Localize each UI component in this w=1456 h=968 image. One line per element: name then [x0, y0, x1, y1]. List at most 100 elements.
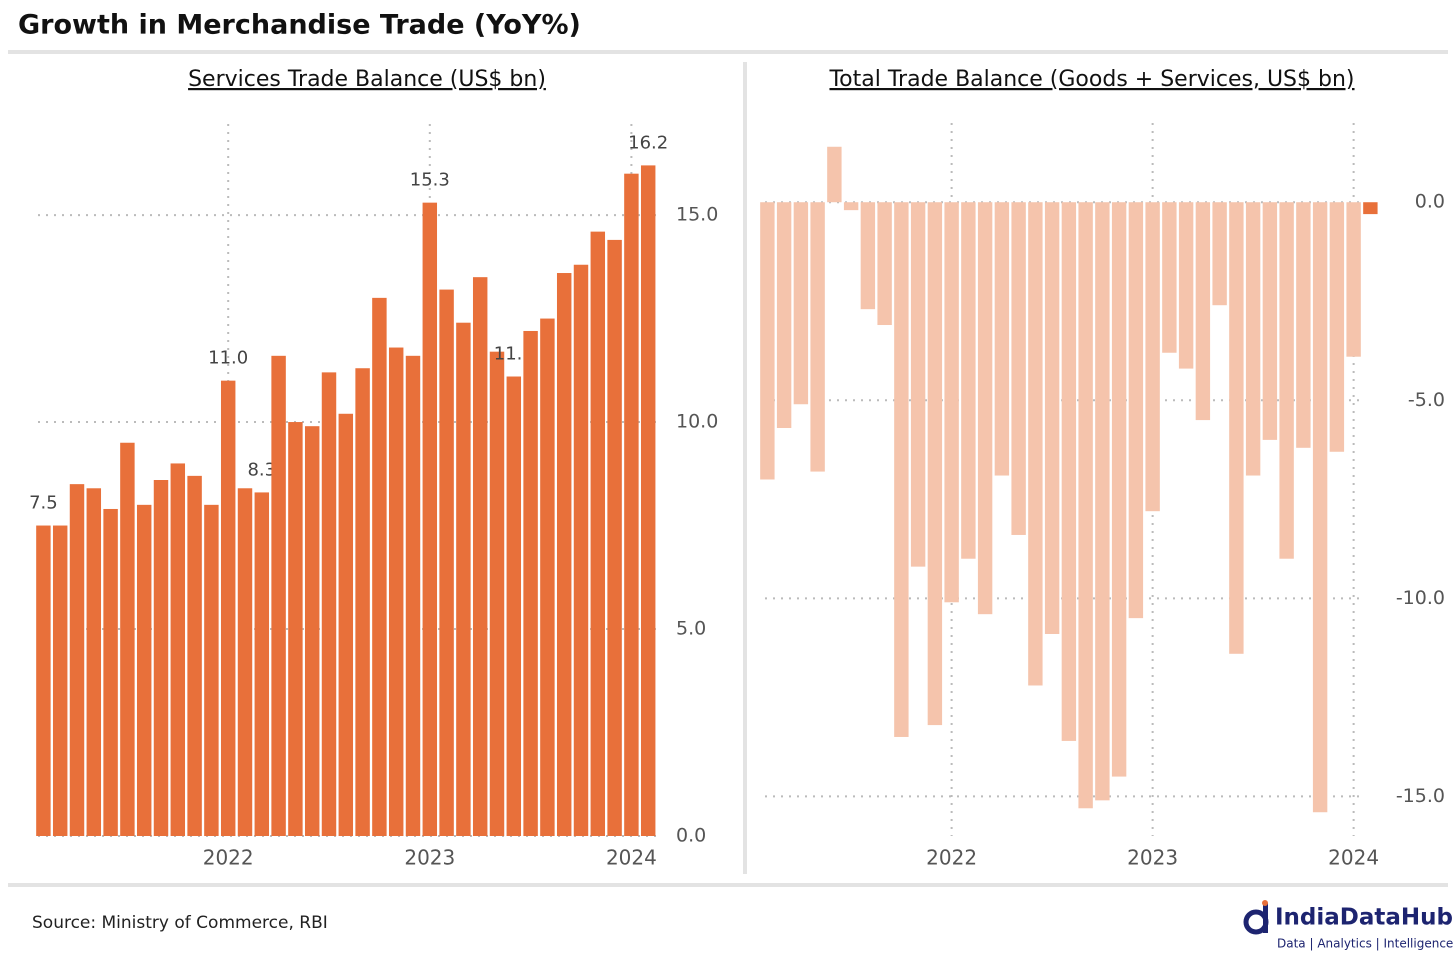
data-label: 15.3 — [410, 170, 450, 191]
bar — [1145, 202, 1160, 512]
data-label: 16.2 — [628, 132, 668, 153]
bar — [338, 413, 354, 836]
bar — [86, 488, 102, 836]
chart-title: Total Trade Balance (Goods + Services, U… — [828, 67, 1354, 92]
y-tick-label: 0.0 — [676, 825, 706, 847]
bar — [372, 297, 387, 836]
chart-title: Services Trade Balance (US$ bn) — [188, 67, 546, 92]
bar — [1095, 202, 1110, 801]
brand-logo: IndiaDataHub Data | Analytics | Intellig… — [1243, 900, 1453, 951]
bar — [439, 289, 454, 836]
y-tick-label: -10.0 — [1396, 587, 1445, 609]
bar — [1178, 202, 1194, 369]
bar — [422, 202, 438, 836]
bar — [607, 239, 622, 836]
bar — [944, 202, 959, 603]
bar — [103, 508, 118, 836]
data-label: 7.5 — [29, 493, 58, 514]
y-tick-label: 0.0 — [1415, 191, 1445, 213]
bottom-rule — [8, 883, 1448, 887]
top-rule — [8, 50, 1448, 54]
bar — [136, 504, 152, 836]
bar — [793, 202, 809, 405]
bar — [1229, 202, 1244, 654]
separator — [743, 62, 747, 874]
bar — [506, 376, 522, 836]
bar — [36, 525, 51, 836]
bar — [1128, 202, 1144, 619]
bar — [1296, 202, 1311, 448]
bar — [640, 165, 656, 836]
bar — [472, 277, 488, 836]
bar — [304, 426, 320, 836]
bar — [1245, 202, 1261, 476]
bar — [1011, 202, 1026, 535]
bar — [1346, 202, 1361, 357]
bar — [573, 264, 589, 837]
bar — [961, 202, 976, 559]
bar — [810, 202, 825, 472]
brand-tagline: Data | Analytics | Intelligence — [1277, 937, 1453, 951]
y-tick-label: -15.0 — [1396, 785, 1445, 807]
bar — [776, 202, 792, 429]
y-tick-label: 15.0 — [676, 204, 718, 226]
bar — [220, 380, 236, 836]
bar — [1111, 202, 1127, 777]
bar — [1044, 202, 1060, 634]
bar — [927, 202, 943, 726]
bar — [237, 488, 253, 836]
bar — [153, 480, 169, 836]
bar — [590, 231, 606, 836]
bar — [760, 202, 775, 480]
x-tick-label: 2023 — [404, 846, 455, 870]
x-tick-label: 2022 — [926, 846, 977, 870]
x-tick-label: 2023 — [1127, 846, 1178, 870]
bar — [52, 525, 68, 836]
bar — [1329, 202, 1345, 452]
bar — [288, 422, 303, 836]
bar — [894, 202, 909, 737]
bar — [843, 202, 859, 211]
bar — [977, 202, 993, 615]
bar — [523, 330, 538, 836]
bar — [1312, 202, 1328, 813]
bar — [321, 372, 337, 836]
bar — [540, 318, 555, 837]
bar — [187, 475, 202, 836]
y-tick-label: 5.0 — [676, 618, 706, 640]
source-note: Source: Ministry of Commerce, RBI — [32, 913, 328, 933]
bar — [1363, 202, 1378, 215]
bar — [204, 504, 219, 836]
y-tick-label: -5.0 — [1408, 389, 1445, 411]
bar — [556, 273, 572, 836]
bar — [388, 347, 404, 836]
bar — [1212, 202, 1227, 306]
bar — [624, 173, 639, 836]
bar — [1162, 202, 1177, 353]
bar — [994, 202, 1010, 476]
brand-name: IndiaDataHub — [1275, 905, 1453, 931]
logo-icon-dot — [1262, 900, 1268, 906]
bar — [827, 146, 842, 203]
x-tick-label: 2024 — [606, 846, 657, 870]
bar — [1279, 202, 1294, 559]
bar — [877, 202, 892, 326]
bar — [910, 202, 926, 567]
bar — [1061, 202, 1077, 741]
bar — [69, 484, 85, 836]
page-title: Growth in Merchandise Trade (YoY%) — [18, 10, 581, 41]
x-tick-label: 2022 — [203, 846, 254, 870]
bar — [271, 355, 286, 836]
logo-icon-stem — [1263, 903, 1268, 933]
bar — [1028, 202, 1043, 686]
bar — [860, 202, 876, 310]
bar — [1078, 202, 1093, 809]
bar — [120, 442, 135, 836]
bar — [405, 355, 421, 836]
data-label: 8.3 — [247, 459, 276, 480]
y-tick-label: 10.0 — [676, 411, 718, 433]
x-tick-label: 2024 — [1328, 846, 1379, 870]
bar — [170, 463, 186, 836]
bar — [254, 492, 270, 836]
